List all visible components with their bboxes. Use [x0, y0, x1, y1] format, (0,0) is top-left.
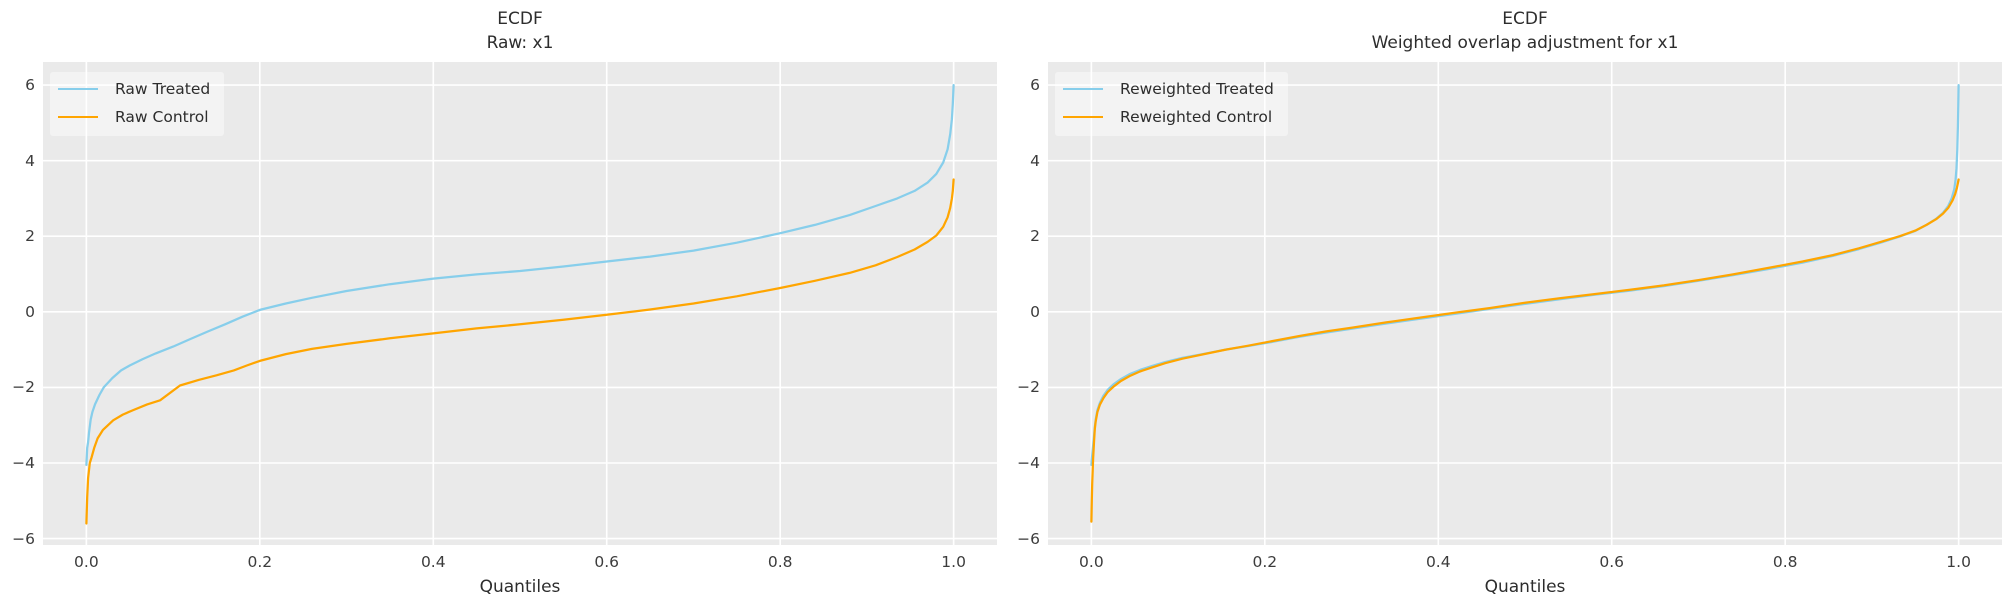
chart-title-line2: Raw: x1: [486, 33, 554, 53]
y-tick-label: −4: [1017, 453, 1040, 472]
chart-title-line1: ECDF: [497, 9, 543, 29]
x-tick-label: 0.2: [247, 553, 273, 571]
plot-svg: [43, 62, 997, 545]
chart-title-raw: ECDF Raw: x1: [43, 7, 997, 55]
reweighted-control-line: [1090, 178, 1960, 523]
y-tick-label: 2: [1030, 227, 1040, 246]
x-tick-label: 0.4: [1425, 553, 1451, 571]
x-axis-label-raw: Quantiles: [479, 577, 561, 597]
x-tick-label: 1.0: [941, 553, 966, 571]
x-axis-label-weighted: Quantiles: [1484, 577, 1566, 597]
legend-swatch-reweighted-treated: [1063, 88, 1103, 90]
y-tick-label: 0: [25, 302, 35, 321]
x-tick-label: 0.6: [1599, 553, 1625, 571]
chart-title-line2: Weighted overlap adjustment for x1: [1371, 33, 1679, 53]
raw-treated-line: [85, 83, 955, 467]
y-tick-label: 6: [1030, 76, 1040, 95]
y-tick-label: 2: [25, 227, 35, 246]
legend-label: Reweighted Control: [1120, 108, 1273, 126]
legend-swatch-reweighted-control: [1063, 116, 1103, 118]
reweighted-treated-line: [1090, 83, 1960, 467]
legend-label: Reweighted Treated: [1120, 80, 1274, 98]
legend-item-raw-treated: Raw Treated: [58, 77, 210, 101]
x-tick-label: 0.6: [594, 553, 620, 571]
chart-title-weighted: ECDF Weighted overlap adjustment for x1: [1048, 7, 2002, 55]
raw-control-line: [85, 178, 955, 525]
y-tick-label: −6: [1017, 529, 1040, 548]
y-tick-label: 4: [1030, 151, 1040, 170]
x-tick-label: 0.4: [420, 553, 446, 571]
x-tick-label: 0.8: [1772, 553, 1798, 571]
legend-label: Raw Control: [115, 108, 209, 126]
y-tick-label: −2: [12, 378, 35, 397]
x-tick-label: 0.0: [74, 553, 99, 571]
plot-svg: [1048, 62, 2002, 545]
x-tick-label: 0.2: [1252, 553, 1278, 571]
plot-area-weighted: [1048, 62, 2002, 545]
y-tick-label: −4: [12, 453, 35, 472]
chart-title-line1: ECDF: [1502, 9, 1548, 29]
legend-swatch-raw-control: [58, 116, 98, 118]
x-tick-label: 0.8: [767, 553, 793, 571]
x-tick-label: 0.0: [1079, 553, 1104, 571]
y-tick-label: −6: [12, 529, 35, 548]
legend-item-raw-control: Raw Control: [58, 105, 210, 129]
legend-swatch-raw-treated: [58, 88, 98, 90]
legend-item-reweighted-treated: Reweighted Treated: [1063, 77, 1274, 101]
y-tick-label: 6: [25, 76, 35, 95]
x-tick-label: 1.0: [1946, 553, 1971, 571]
y-tick-label: −2: [1017, 378, 1040, 397]
legend-weighted: Reweighted Treated Reweighted Control: [1055, 72, 1288, 136]
y-tick-label: 0: [1030, 302, 1040, 321]
legend-item-reweighted-control: Reweighted Control: [1063, 105, 1274, 129]
plot-area-raw: [43, 62, 997, 545]
y-tick-label: 4: [25, 151, 35, 170]
legend-label: Raw Treated: [115, 80, 211, 98]
legend-raw: Raw Treated Raw Control: [50, 72, 225, 136]
